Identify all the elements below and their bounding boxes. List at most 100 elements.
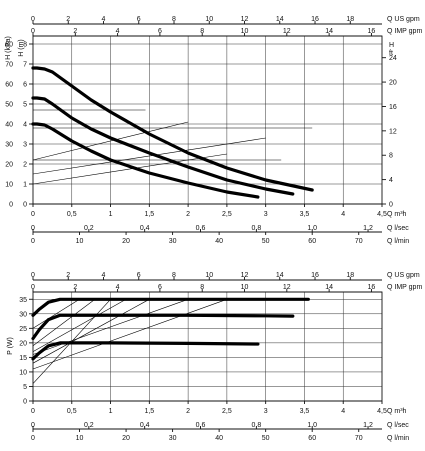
flow-axis-tick-label: 0 [31,16,35,23]
flow-axis-tick-label: 14 [325,284,333,291]
y-axis-tick-label-kpa: 30 [5,142,13,149]
flow-axis-tick-label: 10 [76,435,84,442]
plot-frame [32,35,383,205]
y-axis-title-m: H (m) [18,39,25,57]
flow-axis-tick-label: 8 [200,28,204,35]
flow-axis-tick-label: 16 [311,16,319,23]
y-axis-title: P (W) [7,337,14,355]
power-curve-1 [31,297,310,317]
power-curve-2 [31,313,295,341]
flow-axis-tick-label: 40 [215,435,223,442]
y-axis-tick-label-kpa: 0 [9,202,13,209]
flow-axis-tick-label: 0 [31,211,35,218]
flow-axis-tick-label: 2,5 [222,408,232,415]
flow-axis-tick-label: 10 [205,16,213,23]
y-axis-title-kpa: H (kPa) [5,36,12,60]
y-axis-tick-label-m: 0 [23,202,27,209]
flow-axis-tick-label: 6 [137,16,141,23]
y-axis-tick-label-kpa: 20 [5,162,13,169]
flow-axis-tick-label: 10 [241,28,249,35]
flow-axis-tick-label: 6 [158,28,162,35]
flow-axis-tick-label: 4 [102,16,106,23]
y-axis-tick-label-m: 3 [23,142,27,149]
flow-axis-tick-label: 4 [341,408,345,415]
flow-axis-tick-label: 50 [262,435,270,442]
flow-axis-tick-label: 2,5 [222,211,232,218]
flow-axis-tick-label: 2 [66,16,70,23]
flow-axis-tick-label: 0.8 [251,422,261,429]
flow-axis-tick-label: 8 [200,284,204,291]
flow-axis-tick-label: 2 [73,284,77,291]
flow-axis-title: Q m³h [387,211,407,218]
flow-axis-tick-label: 3,5 [300,211,310,218]
flow-axis-tick-label: 0 [31,28,35,35]
y-axis-tick-label-kpa: 70 [5,62,13,69]
flow-axis-tick-label: 0.4 [140,225,150,232]
flow-axis-tick-label: 2 [73,28,77,35]
flow-axis-tick-label: 0.2 [84,225,94,232]
y-axis-tick-label-m: 7 [23,62,27,69]
flow-axis-tick-label: 10 [205,272,213,279]
ft-axis-tick-label: 24 [389,55,397,62]
flow-axis-tick-label: 8 [172,272,176,279]
head-curve-1 [31,66,314,192]
flow-axis-tick-label: 0.2 [84,422,94,429]
flow-axis-tick-label: 8 [172,16,176,23]
thin-reference-line [32,153,227,185]
flow-axis-tick-label: 60 [308,238,316,245]
head-curve-2 [31,96,295,196]
flow-axis-title: Q l/min [387,435,409,442]
y-axis-tick-label-kpa: 50 [5,102,13,109]
flow-axis-tick-label: 0,5 [67,408,77,415]
flow-axis-title: Q l/min [387,238,409,245]
flow-axis-title: Q m³h [387,408,407,415]
thin-reference-line [32,299,127,352]
flow-axis-title: Q IMP gpm [387,28,422,35]
flow-axis-tick-label: 60 [308,435,316,442]
flow-axis-tick-label: 4,5 [377,408,387,415]
flow-axis-title: Q l/sec [387,225,409,232]
y-axis-tick-label-kpa: 40 [5,122,13,129]
flow-axis-tick-label: 12 [283,28,291,35]
thin-reference-line [32,299,228,370]
y-axis-tick-label-kpa: 60 [5,82,13,89]
flow-axis-tick-label: 0 [31,272,35,279]
y-axis-tick-label: 10 [19,369,27,376]
flow-axis-tick-label: 1.0 [307,225,317,232]
flow-axis-tick-label: 30 [169,435,177,442]
thin-reference-line [32,299,189,355]
y-axis-tick-label: 20 [19,340,27,347]
flow-axis-tick-label: 0,6 [196,225,206,232]
flow-axis-title: Q US gpm [387,272,420,279]
ft-axis-tick-label: 20 [389,80,397,87]
flow-axis-tick-label: 6 [137,272,141,279]
flow-axis-tick-label: 0 [31,284,35,291]
flow-axis-tick-label: 14 [276,272,284,279]
flow-axis-tick-label: 6 [158,284,162,291]
flow-axis-tick-label: 3 [264,408,268,415]
flow-axis-tick-label: 1 [109,211,113,218]
flow-axis-tick-label: 2 [186,408,190,415]
flow-axis-tick-label: 1,5 [144,211,154,218]
flow-axis-title: Q IMP gpm [387,284,422,291]
y-axis-tick-label: 5 [23,384,27,391]
flow-axis-tick-label: 70 [355,238,363,245]
y-axis-tick-label-m: 4 [23,122,27,129]
y-axis-tick-label-m: 5 [23,102,27,109]
y-axis-tick-label: 25 [19,326,27,333]
flow-axis-tick-label: 16 [311,272,319,279]
flow-axis-tick-label: 4 [341,211,345,218]
thin-reference-line [32,299,96,347]
flow-axis-tick-label: 4,5 [377,211,387,218]
flow-axis-tick-label: 10 [76,238,84,245]
flow-axis-tick-label: 4 [116,28,120,35]
flow-axis-tick-label: 1 [109,408,113,415]
flow-axis-tick-label: 10 [241,284,249,291]
flow-axis-tick-label: 0 [31,408,35,415]
ft-axis-tick-label: 16 [389,104,397,111]
flow-axis-tick-label: 2 [186,211,190,218]
flow-axis-tick-label: 3 [264,211,268,218]
head-curve-3 [31,122,260,199]
